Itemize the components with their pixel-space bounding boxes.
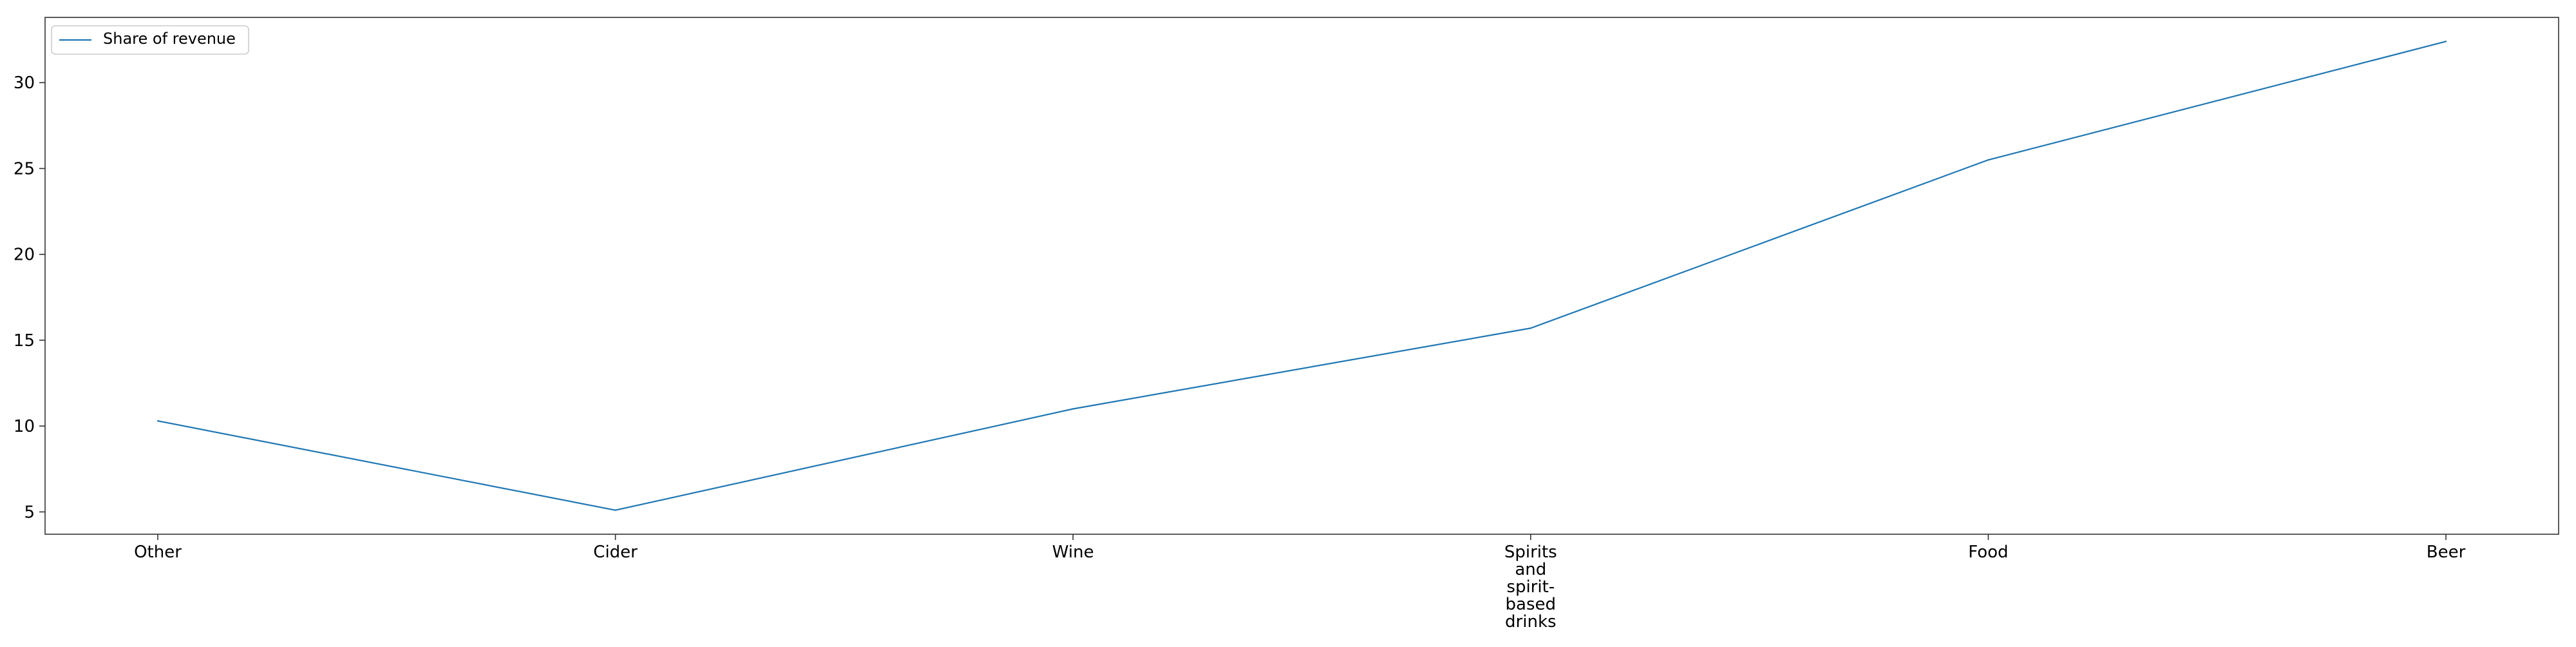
y-tick-label: 30: [14, 73, 35, 93]
x-axis: Other Cider Wine Spirits and spirit-based drin…: [134, 534, 2466, 632]
data-point: [1072, 408, 1074, 410]
y-tick-label: 5: [24, 503, 35, 522]
x-tick-label: Spirits and spirit-based drinks: [1504, 543, 1557, 632]
x-tick-label: Cider: [593, 543, 638, 562]
data-point: [2445, 41, 2447, 43]
y-tick-label: 25: [14, 159, 35, 179]
x-tick-label: Food: [1968, 543, 2008, 562]
y-tick-label: 20: [14, 246, 35, 265]
y-axis: 5 10 15 20 25 30: [14, 73, 45, 522]
series-layer: [156, 41, 2447, 511]
data-point: [1987, 159, 1989, 161]
x-tick-label: Beer: [2427, 543, 2466, 562]
series-line: [157, 41, 2447, 511]
plot-area: [44, 17, 2559, 535]
x-tick-label: Other: [134, 543, 182, 562]
legend: Share of revenue: [51, 25, 249, 55]
data-point: [156, 420, 159, 422]
data-point: [614, 509, 616, 511]
y-tick-label: 10: [14, 417, 35, 436]
legend-label: Share of revenue: [103, 30, 236, 48]
y-tick-label: 15: [14, 331, 35, 351]
data-point: [1530, 327, 1531, 329]
legend-box: [51, 25, 249, 55]
x-tick-label: Wine: [1052, 543, 1094, 562]
